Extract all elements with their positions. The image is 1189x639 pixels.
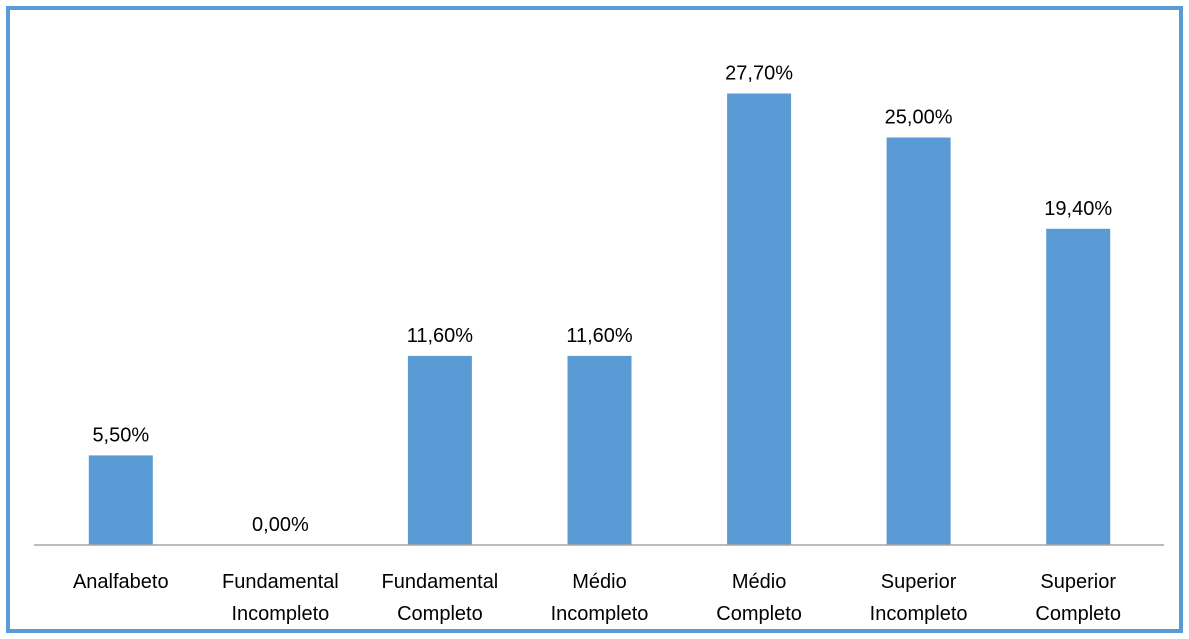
category-label-0: Analfabeto (73, 571, 169, 593)
data-label-1: 0,00% (252, 514, 309, 536)
category-label-line: Completo (716, 603, 802, 625)
bar-5 (886, 137, 951, 545)
category-label-line: Incompleto (231, 603, 329, 625)
category-label-6: Superior Completo (1035, 571, 1121, 625)
data-label-4: 27,70% (725, 63, 793, 85)
data-label-6: 19,40% (1044, 198, 1112, 220)
category-label-line: Incompleto (551, 603, 649, 625)
category-label-1: Fundamental Incompleto (222, 571, 339, 625)
bar-4 (727, 93, 792, 545)
category-label-line: Superior (881, 571, 957, 593)
data-label-0: 5,50% (92, 424, 149, 446)
data-label-5: 25,00% (885, 107, 953, 129)
category-label-4: Médio Completo (716, 571, 802, 625)
bars-layer (88, 93, 1111, 546)
category-label-line: Incompleto (870, 603, 968, 625)
data-label-3: 11,60% (566, 325, 633, 347)
bar-0 (88, 455, 153, 546)
bar-2 (407, 355, 472, 545)
category-label-line: Completo (397, 603, 483, 625)
category-label-line: Médio (732, 571, 786, 593)
category-label-3: Médio Incompleto (551, 571, 649, 625)
category-label-line: Fundamental (382, 571, 499, 593)
category-label-line: Médio (572, 571, 626, 593)
category-label-line: Fundamental (222, 571, 339, 593)
bar-3 (567, 355, 632, 545)
category-label-line: Completo (1035, 603, 1121, 625)
category-label-line: Analfabeto (73, 571, 169, 593)
chart-frame: 5,50% Analfabeto 0,00% Fundamental Incomplet… (6, 6, 1183, 633)
labels-layer: 5,50% Analfabeto 0,00% Fundamental Incomplet… (73, 63, 1121, 626)
bar-chart: 5,50% Analfabeto 0,00% Fundamental Incomplet… (34, 63, 1164, 626)
category-label-5: Superior Incompleto (870, 571, 968, 625)
category-label-line: Superior (1040, 571, 1116, 593)
data-label-2: 11,60% (407, 325, 474, 347)
bar-6 (1046, 228, 1111, 546)
category-label-2: Fundamental Completo (382, 571, 499, 625)
